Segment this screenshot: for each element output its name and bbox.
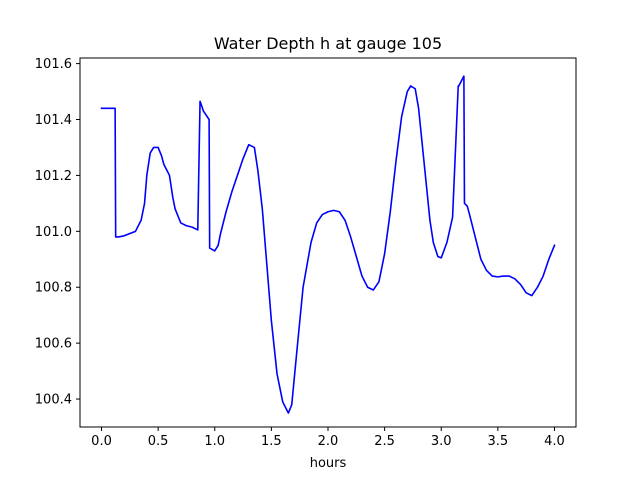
y-tick-label: 100.4 (35, 393, 72, 408)
y-tick-label: 100.6 (35, 337, 72, 352)
y-tick-label: 101.4 (35, 113, 72, 128)
x-tick-label: 3.5 (488, 434, 509, 449)
x-tick-label: 0.5 (148, 434, 169, 449)
chart-title: Water Depth h at gauge 105 (214, 34, 442, 53)
x-tick-label: 0.0 (91, 434, 112, 449)
y-tick-label: 101.6 (35, 57, 72, 72)
x-axis-title: hours (310, 456, 347, 471)
plot-layer (100, 75, 556, 414)
x-tick-label: 2.5 (374, 434, 395, 449)
y-tick-label: 101.0 (35, 225, 72, 240)
x-tick-label: 2.0 (318, 434, 339, 449)
axes-layer: 0.0 0.5 1.0 1.5 2.0 2.5 3.0 3.5 4.0 100.4 100.6 100… (35, 57, 577, 449)
x-tick-label: 4.0 (544, 434, 565, 449)
x-tick-label: 1.5 (261, 434, 282, 449)
y-tick-label: 100.8 (35, 281, 72, 296)
x-tick-label: 3.0 (431, 434, 452, 449)
x-tick-label: 1.0 (204, 434, 225, 449)
series-line-0 (100, 75, 556, 414)
y-tick-label: 101.2 (35, 169, 72, 184)
